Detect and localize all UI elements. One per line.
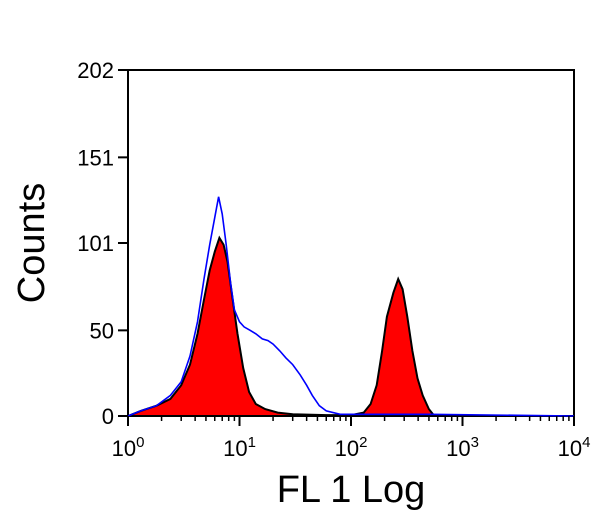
- x-tick-label: 102: [335, 434, 368, 461]
- histogram-series-overlay: [127, 196, 575, 417]
- x-tick-label: 101: [223, 434, 256, 461]
- x-axis-title: FL 1 Log: [277, 469, 426, 511]
- y-tick-label: 50: [90, 318, 114, 343]
- x-tick-label: 104: [558, 434, 591, 461]
- series-layer: [127, 196, 575, 417]
- y-tick-label: 0: [102, 404, 114, 429]
- x-tick-label: 103: [446, 434, 479, 461]
- x-axis: 100 101 102 103 104: [112, 416, 591, 461]
- y-tick-label: 101: [77, 231, 114, 256]
- y-tick-label: 202: [77, 58, 114, 83]
- y-tick-label: 151: [77, 145, 114, 170]
- y-axis-title: Counts: [11, 183, 53, 303]
- y-axis: 0 50 101 151 202: [77, 58, 128, 429]
- x-tick-label: 100: [112, 434, 145, 461]
- histogram-series-filled: [127, 235, 574, 417]
